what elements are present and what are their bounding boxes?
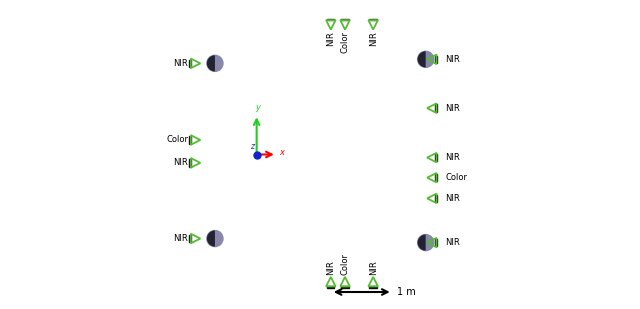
Bar bbox=[435, 56, 436, 63]
Text: NIR: NIR bbox=[173, 59, 188, 68]
Polygon shape bbox=[418, 51, 426, 67]
Bar bbox=[189, 235, 191, 242]
Bar bbox=[327, 19, 335, 20]
Text: y: y bbox=[256, 103, 260, 112]
Text: NIR: NIR bbox=[369, 32, 378, 46]
Bar bbox=[369, 286, 377, 288]
Text: NIR: NIR bbox=[326, 260, 335, 275]
Bar bbox=[341, 19, 349, 20]
Bar bbox=[189, 60, 191, 67]
Bar bbox=[435, 154, 436, 161]
Text: NIR: NIR bbox=[369, 260, 378, 275]
Text: 1 m: 1 m bbox=[397, 287, 416, 297]
Text: Color: Color bbox=[166, 135, 188, 145]
Text: NIR: NIR bbox=[445, 104, 460, 113]
Polygon shape bbox=[418, 235, 426, 251]
Text: z: z bbox=[250, 142, 253, 151]
Text: NIR: NIR bbox=[326, 32, 335, 46]
Circle shape bbox=[207, 231, 223, 247]
Text: x: x bbox=[279, 148, 284, 158]
Bar bbox=[341, 286, 349, 288]
Polygon shape bbox=[207, 231, 215, 247]
Bar bbox=[189, 136, 191, 144]
Text: Color: Color bbox=[445, 173, 468, 182]
Text: NIR: NIR bbox=[173, 158, 188, 167]
Bar bbox=[435, 104, 436, 112]
Bar bbox=[435, 195, 436, 202]
Text: NIR: NIR bbox=[445, 55, 460, 64]
Circle shape bbox=[418, 235, 434, 251]
Bar bbox=[369, 19, 377, 20]
Bar bbox=[189, 159, 191, 167]
Bar bbox=[435, 239, 436, 246]
Bar bbox=[435, 174, 436, 181]
Text: NIR: NIR bbox=[173, 234, 188, 243]
Text: Color: Color bbox=[340, 32, 349, 53]
Text: NIR: NIR bbox=[445, 153, 460, 162]
Bar bbox=[327, 286, 335, 288]
Text: NIR: NIR bbox=[445, 238, 460, 247]
Text: NIR: NIR bbox=[445, 194, 460, 203]
Polygon shape bbox=[207, 55, 215, 71]
Circle shape bbox=[418, 51, 434, 67]
Circle shape bbox=[207, 55, 223, 71]
Text: Color: Color bbox=[340, 253, 349, 275]
